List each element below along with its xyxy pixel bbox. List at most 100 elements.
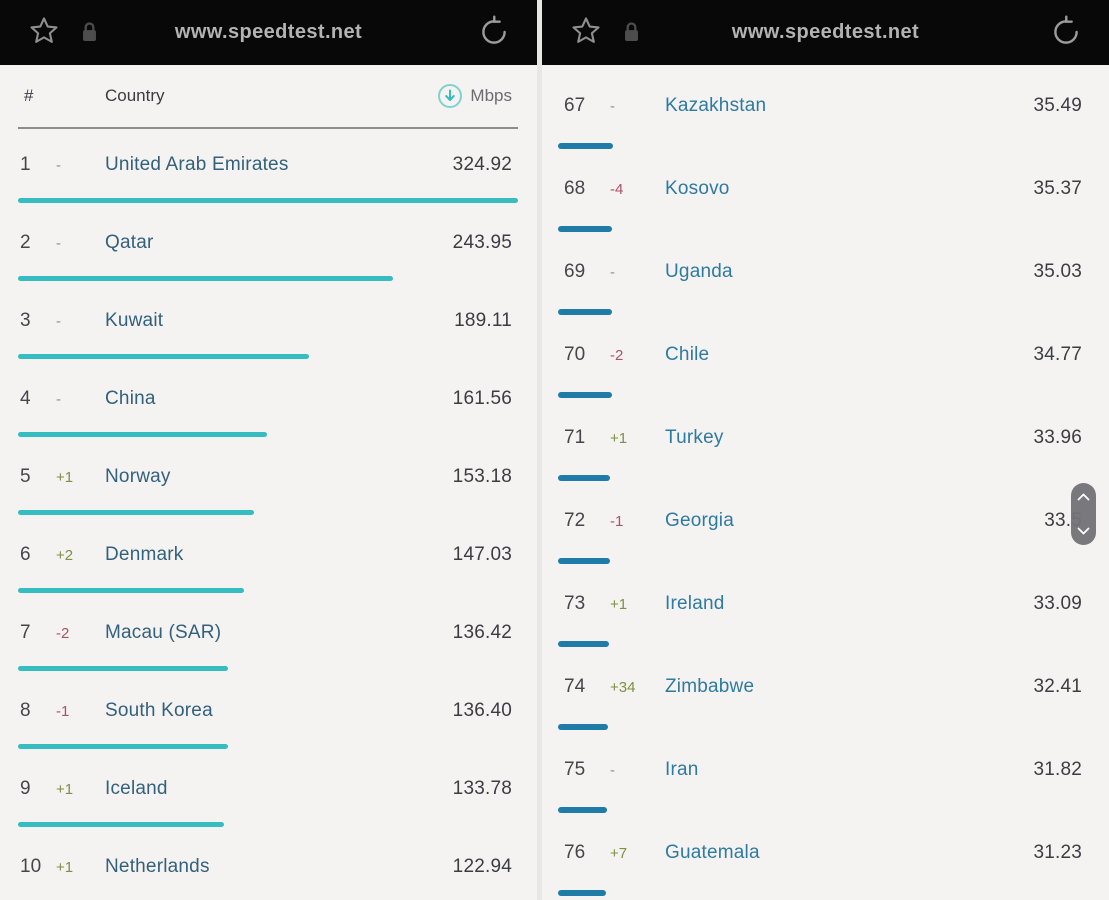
left-screenshot-panel: www.speedtest.net # Country Mbps 1 - Unite… xyxy=(0,0,537,900)
chevron-up-icon[interactable] xyxy=(1077,493,1090,501)
rank-cell: 10 xyxy=(20,856,42,877)
table-row: 1 - United Arab Emirates 324.92 xyxy=(0,129,537,207)
rank-cell: 9 xyxy=(20,778,31,799)
speed-value: 133.78 xyxy=(452,778,512,799)
rank-cell: 72 xyxy=(564,510,586,531)
speed-value: 243.95 xyxy=(452,232,512,253)
speed-value: 35.49 xyxy=(1033,95,1082,116)
speed-bar xyxy=(558,890,607,896)
country-link[interactable]: Norway xyxy=(105,466,171,487)
rank-change-cell: - xyxy=(56,235,61,252)
table-row: 2 - Qatar 243.95 xyxy=(0,207,537,285)
country-link[interactable]: Kosovo xyxy=(665,178,730,199)
rank-cell: 73 xyxy=(564,593,586,614)
country-link[interactable]: South Korea xyxy=(105,700,213,721)
table-row: 68 -4 Kosovo 35.37 xyxy=(542,148,1109,232)
rank-change-cell: - xyxy=(610,98,615,115)
speed-value: 147.03 xyxy=(452,544,512,565)
rank-cell: 71 xyxy=(564,427,586,448)
table-row: 6 +2 Denmark 147.03 xyxy=(0,519,537,597)
sort-mbps-button[interactable]: Mbps xyxy=(437,83,512,109)
rank-cell: 8 xyxy=(20,700,31,721)
country-link[interactable]: Guatemala xyxy=(665,842,760,863)
country-link[interactable]: Netherlands xyxy=(105,856,210,877)
chevron-down-icon[interactable] xyxy=(1077,527,1090,535)
table-header: # Country Mbps xyxy=(18,65,518,129)
rank-cell: 75 xyxy=(564,759,586,780)
speed-value: 161.56 xyxy=(452,388,512,409)
rank-cell: 1 xyxy=(20,154,31,175)
table-row: 4 - China 161.56 xyxy=(0,363,537,441)
country-link[interactable]: Macau (SAR) xyxy=(105,622,222,643)
scroll-widget[interactable] xyxy=(1071,483,1096,545)
table-row: 76 +7 Guatemala 31.23 xyxy=(542,812,1109,896)
table-row: 73 +1 Ireland 33.09 xyxy=(542,563,1109,647)
speed-bar xyxy=(18,354,309,359)
address-url[interactable]: www.speedtest.net xyxy=(731,21,920,43)
bookmark-star-icon[interactable] xyxy=(568,14,604,50)
speed-bar xyxy=(558,143,613,149)
speed-bar xyxy=(18,666,228,671)
rank-change-cell: +7 xyxy=(610,845,628,862)
table-row: 72 -1 Georgia 33.5 xyxy=(542,480,1109,564)
speed-bar xyxy=(18,198,518,203)
rank-change-cell: +1 xyxy=(56,469,74,486)
speed-value: 189.11 xyxy=(454,310,512,331)
speed-bar xyxy=(558,641,609,647)
country-link[interactable]: Iran xyxy=(665,759,699,780)
browser-url-bar: www.speedtest.net xyxy=(542,0,1109,65)
speed-bar xyxy=(558,558,610,564)
refresh-icon[interactable] xyxy=(477,15,511,49)
table-row: 8 -1 South Korea 136.40 xyxy=(0,675,537,753)
speed-value: 324.92 xyxy=(452,154,512,175)
speed-value: 33.09 xyxy=(1033,593,1082,614)
country-link[interactable]: Chile xyxy=(665,344,710,365)
country-link[interactable]: Iceland xyxy=(105,778,168,799)
country-link[interactable]: United Arab Emirates xyxy=(105,154,289,175)
country-link[interactable]: Turkey xyxy=(665,427,724,448)
table-row: 67 - Kazakhstan 35.49 xyxy=(542,65,1109,149)
rank-change-cell: -1 xyxy=(56,703,70,720)
speed-value: 35.37 xyxy=(1033,178,1082,199)
refresh-icon[interactable] xyxy=(1049,15,1083,49)
lock-icon[interactable] xyxy=(622,20,641,45)
rank-cell: 6 xyxy=(20,544,31,565)
bookmark-star-icon[interactable] xyxy=(26,14,62,50)
rank-change-cell: - xyxy=(610,264,615,281)
country-link[interactable]: Kuwait xyxy=(105,310,164,331)
rank-change-cell: - xyxy=(56,157,61,174)
speed-value: 35.03 xyxy=(1033,261,1082,282)
speed-value: 34.77 xyxy=(1033,344,1082,365)
country-link[interactable]: Ireland xyxy=(665,593,725,614)
table-row: 10 +1 Netherlands 122.94 xyxy=(0,831,537,900)
lock-icon[interactable] xyxy=(80,20,99,45)
table-row: 7 -2 Macau (SAR) 136.42 xyxy=(0,597,537,675)
speed-value: 136.40 xyxy=(452,700,512,721)
speed-bar xyxy=(558,392,612,398)
table-row: 5 +1 Norway 153.18 xyxy=(0,441,537,519)
country-link[interactable]: Kazakhstan xyxy=(665,95,767,116)
rank-cell: 67 xyxy=(564,95,586,116)
table-row: 69 - Uganda 35.03 xyxy=(542,231,1109,315)
address-url[interactable]: www.speedtest.net xyxy=(174,21,363,43)
country-link[interactable]: Denmark xyxy=(105,544,184,565)
speed-bar xyxy=(558,807,607,813)
ranking-table: 67 - Kazakhstan 35.49 68 -4 Kosovo 35.37 69 - Ugan… xyxy=(542,65,1109,896)
rank-cell: 76 xyxy=(564,842,586,863)
country-link[interactable]: Zimbabwe xyxy=(665,676,755,697)
country-link[interactable]: Qatar xyxy=(105,232,154,253)
table-row: 75 - Iran 31.82 xyxy=(542,729,1109,813)
rank-cell: 4 xyxy=(20,388,31,409)
country-link[interactable]: China xyxy=(105,388,156,409)
speed-value: 153.18 xyxy=(452,466,512,487)
speed-value: 136.42 xyxy=(452,622,512,643)
country-link[interactable]: Georgia xyxy=(665,510,734,531)
speed-bar xyxy=(18,588,245,593)
speed-bar xyxy=(558,475,611,481)
speed-bar xyxy=(558,724,608,730)
country-link[interactable]: Uganda xyxy=(665,261,733,282)
right-screenshot-panel: www.speedtest.net 67 - Kazakhstan 35.49 68 -4… xyxy=(542,0,1109,900)
rank-change-cell: +1 xyxy=(56,781,74,798)
rank-cell: 7 xyxy=(20,622,31,643)
browser-url-bar: www.speedtest.net xyxy=(0,0,537,65)
